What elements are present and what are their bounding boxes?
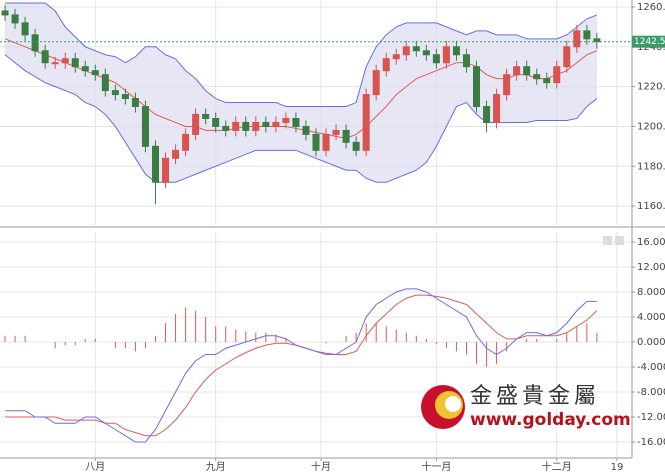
candle-body <box>202 113 210 119</box>
candle-body <box>332 129 340 135</box>
candle-body <box>553 66 561 84</box>
candle-body <box>392 54 400 60</box>
candle-body <box>573 30 581 48</box>
data-layer <box>0 2 632 443</box>
candle-body <box>523 66 531 76</box>
y-tick-label: 1200.00 <box>637 121 665 132</box>
candle-body <box>162 157 170 183</box>
logo-core <box>445 396 461 412</box>
candle-body <box>382 58 390 72</box>
watermark-name: 金盛貴金屬 <box>470 384 600 409</box>
candle-body <box>432 54 440 64</box>
candle-body <box>402 46 410 56</box>
candle-body <box>422 50 430 56</box>
candle-body <box>222 125 230 131</box>
candle-body <box>483 106 491 123</box>
x-tick-label: 十二月 <box>542 460 572 473</box>
candle-body <box>452 46 460 56</box>
candle-body <box>513 66 521 76</box>
candle-body <box>101 74 109 92</box>
candle-body <box>262 121 270 127</box>
candle-body <box>111 90 119 96</box>
candle-body <box>242 121 250 131</box>
x-tick-label: 19 <box>611 462 624 473</box>
candle-body <box>493 94 501 123</box>
y-tick-label: 1160.00 <box>637 201 665 212</box>
candle-body <box>543 78 551 84</box>
dif-line <box>5 288 597 443</box>
candle-body <box>322 133 330 151</box>
x-tick-label: 九月 <box>206 461 226 473</box>
candle-body <box>182 133 190 151</box>
candle-body <box>472 66 481 108</box>
candle-body <box>131 98 139 108</box>
candle-body <box>252 121 260 131</box>
candle-body <box>342 129 350 143</box>
candle-body <box>282 117 290 123</box>
last-price-label: 1242.55 <box>634 37 665 47</box>
candle-body <box>272 121 280 127</box>
candle-body <box>442 46 450 64</box>
last-price-box <box>632 35 665 48</box>
panel-button[interactable] <box>603 236 612 245</box>
panel-button[interactable] <box>615 236 624 245</box>
candle-body <box>503 74 511 96</box>
x-tick-label: 十月 <box>311 460 331 473</box>
y-tick-label: 1260.00 <box>637 2 665 13</box>
x-tick-label: 十一月 <box>421 460 451 473</box>
y-tick-label: 1220.00 <box>637 82 665 93</box>
candle-body <box>292 117 300 127</box>
candle-body <box>31 34 39 52</box>
candle-body <box>51 62 59 65</box>
candle-body <box>583 30 591 40</box>
candle-body <box>362 94 370 151</box>
candle-body <box>172 149 180 159</box>
candle-body <box>302 125 310 135</box>
candle-body <box>412 46 420 52</box>
candle-body <box>1 10 9 16</box>
candle-body <box>91 70 99 76</box>
candle-body <box>232 121 240 131</box>
candle-body <box>212 117 220 127</box>
y-tick-label: 1180.00 <box>637 161 665 172</box>
candle-body <box>121 94 129 100</box>
candle-body <box>462 54 470 68</box>
candle-body <box>141 106 149 147</box>
candle-body <box>192 113 200 135</box>
x-tick-label: 八月 <box>85 461 105 473</box>
candle-body <box>21 22 29 36</box>
watermark-url: www.golday.com <box>470 410 631 430</box>
candle-body <box>151 145 160 183</box>
candle-body <box>41 50 49 64</box>
candle-body <box>372 70 380 96</box>
candle-body <box>312 133 320 151</box>
band-upper <box>5 2 598 108</box>
candle-body <box>533 74 541 80</box>
candle-body <box>11 14 19 24</box>
candle-body <box>352 141 360 151</box>
candle-body <box>71 58 79 68</box>
candle-body <box>81 66 89 72</box>
candle-body <box>563 46 571 68</box>
watermark: 金盛貴金屬 www.golday.com <box>421 384 631 430</box>
candle-body <box>61 58 69 64</box>
